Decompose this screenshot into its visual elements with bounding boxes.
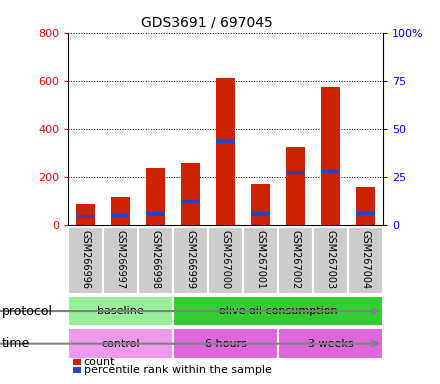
Bar <box>251 184 270 225</box>
Bar <box>173 227 208 294</box>
Bar <box>68 227 103 294</box>
Bar <box>321 170 340 173</box>
Bar <box>111 197 130 225</box>
Bar <box>278 328 383 359</box>
Text: GSM266999: GSM266999 <box>186 230 195 289</box>
Bar <box>286 147 305 225</box>
Bar <box>181 163 200 225</box>
Bar <box>173 328 278 359</box>
Text: GSM267002: GSM267002 <box>290 230 301 289</box>
Bar <box>251 212 270 215</box>
Text: GSM266996: GSM266996 <box>81 230 91 289</box>
Bar <box>208 227 243 294</box>
Bar <box>313 227 348 294</box>
Text: GSM266997: GSM266997 <box>116 230 126 289</box>
Bar <box>68 296 173 326</box>
Text: control: control <box>101 339 140 349</box>
Bar <box>146 168 165 225</box>
Bar <box>111 214 130 217</box>
Text: GDS3691 / 697045: GDS3691 / 697045 <box>141 15 273 29</box>
Bar <box>181 200 200 203</box>
Text: GSM266998: GSM266998 <box>150 230 161 289</box>
Bar <box>356 212 375 215</box>
Bar <box>173 296 383 326</box>
Text: GSM267004: GSM267004 <box>360 230 370 289</box>
Text: olive oil consumption: olive oil consumption <box>219 306 337 316</box>
Text: count: count <box>84 357 115 367</box>
Bar <box>76 215 95 218</box>
Bar <box>243 227 278 294</box>
Bar <box>138 227 173 294</box>
Text: GSM267001: GSM267001 <box>256 230 265 289</box>
Bar <box>348 227 383 294</box>
Bar <box>278 227 313 294</box>
Text: GSM267000: GSM267000 <box>220 230 231 289</box>
Text: time: time <box>2 337 30 350</box>
Text: baseline: baseline <box>97 306 144 316</box>
Bar <box>321 87 340 225</box>
Bar <box>216 140 235 143</box>
Bar <box>103 227 138 294</box>
Text: 6 hours: 6 hours <box>205 339 246 349</box>
Text: 3 weeks: 3 weeks <box>308 339 353 349</box>
Bar <box>146 212 165 215</box>
Bar <box>216 78 235 225</box>
Bar <box>76 204 95 225</box>
Bar <box>68 328 173 359</box>
Text: protocol: protocol <box>2 305 53 318</box>
Bar <box>356 187 375 225</box>
Text: GSM267003: GSM267003 <box>325 230 335 289</box>
Bar <box>286 171 305 174</box>
Text: percentile rank within the sample: percentile rank within the sample <box>84 365 271 375</box>
